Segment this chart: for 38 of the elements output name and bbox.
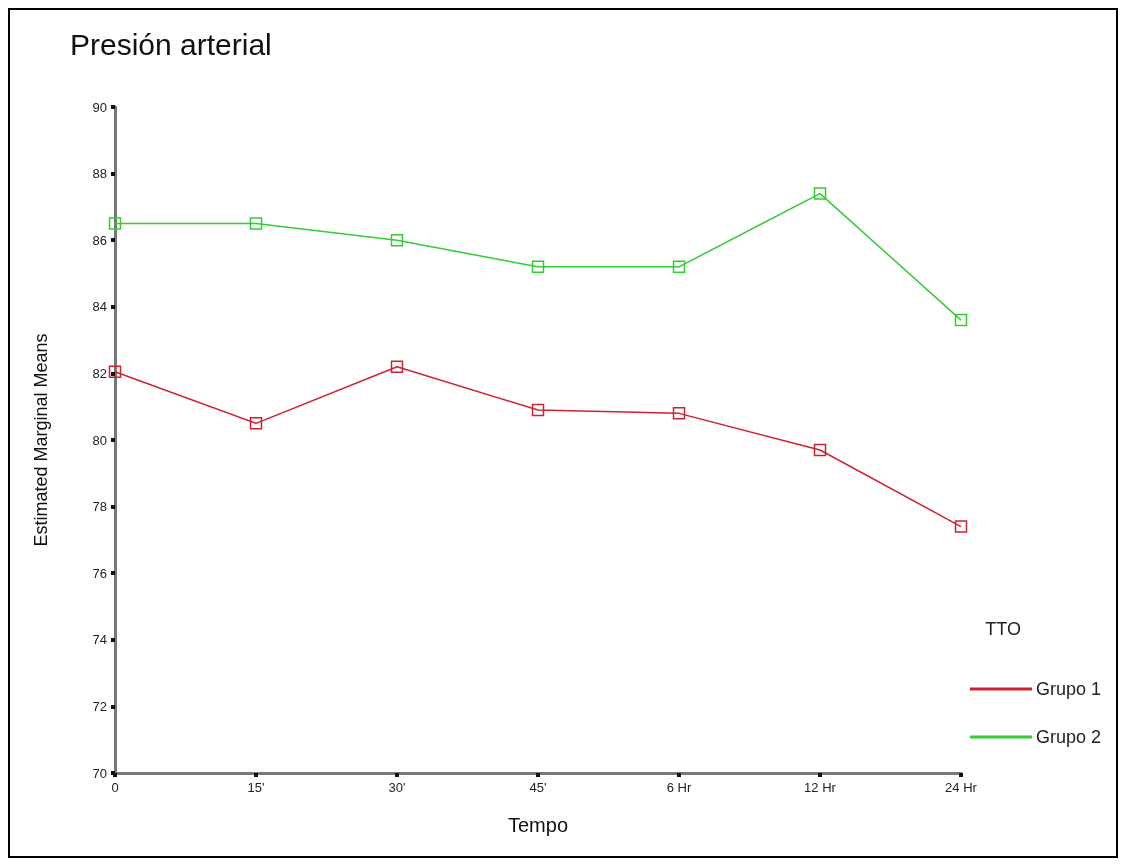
- x-tick-label: 45': [529, 780, 547, 795]
- y-tick-label: 88: [92, 166, 107, 182]
- point: [672, 407, 686, 420]
- y-axis-title: Estimated Marginal Means: [31, 333, 51, 547]
- y-tick-label: 76: [92, 565, 107, 581]
- point: [954, 520, 968, 533]
- point: [531, 260, 545, 274]
- x-tick-label: 6 Hr: [666, 780, 692, 795]
- point: [108, 365, 122, 378]
- y-tick-label: 70: [92, 765, 107, 781]
- legend-label: Grupo 2: [1035, 727, 1102, 747]
- point: [108, 217, 122, 230]
- x-tick-label: 12 Hr: [804, 780, 837, 795]
- y-tick-label: 82: [92, 365, 107, 381]
- y-tick-label: 84: [92, 299, 107, 315]
- x-axis-title: Tempo: [507, 814, 569, 836]
- x-tick-label: 24 Hr: [945, 780, 978, 795]
- y-tick-label: 72: [92, 698, 107, 714]
- point: [531, 403, 545, 417]
- point: [672, 260, 686, 274]
- point: [249, 217, 263, 230]
- x-tick-label: 30': [388, 780, 406, 795]
- y-tick-label: 80: [92, 432, 107, 448]
- x-tick-label: 0: [111, 780, 119, 795]
- point: [954, 313, 968, 327]
- y-tick-label: 86: [92, 232, 107, 248]
- y-tick-label: 78: [92, 499, 107, 515]
- point: [390, 360, 404, 373]
- point: [813, 443, 827, 457]
- legend-title: TTO: [985, 619, 1022, 639]
- y-tick-label: 74: [92, 632, 107, 648]
- point: [390, 233, 404, 247]
- x-tick-label: 15': [247, 780, 265, 795]
- y-tick-label: 90: [92, 99, 107, 115]
- chart-title: Presión arterial: [70, 27, 272, 61]
- point: [249, 417, 263, 430]
- point: [813, 187, 827, 200]
- legend-label: Grupo 1: [1035, 679, 1102, 699]
